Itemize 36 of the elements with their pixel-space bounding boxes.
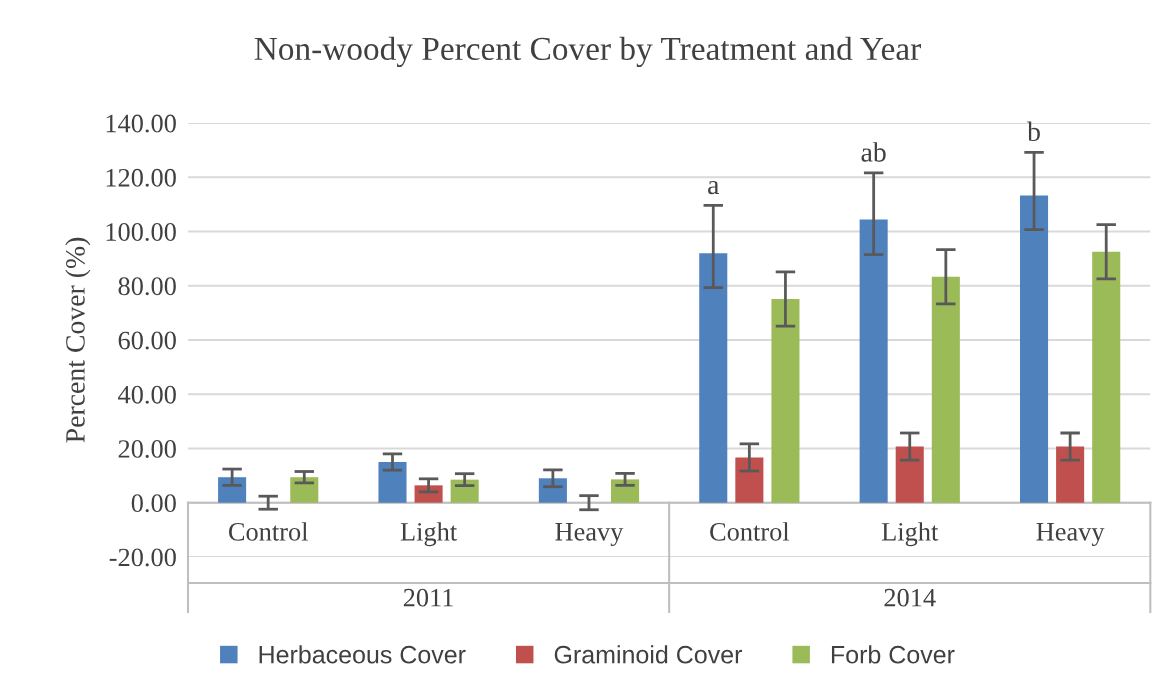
bar [1020,195,1049,503]
y-tick-label: 20.00 [118,440,176,458]
x-tick-label: Heavy [1036,523,1105,547]
bar [859,219,888,503]
bar [290,477,319,503]
text: 2014 [884,588,936,607]
x-tick-label: Control [228,522,308,541]
bar [895,446,924,503]
y-tick-label: 0.00 [131,494,176,513]
y-tick-label: 60.00 [118,331,176,350]
legend-label: Herbaceous Cover [259,645,466,664]
bar [931,276,960,503]
x-tick-label: Light [400,522,458,547]
y-tick-label: 100.00 [106,223,176,242]
data-label: b [1027,121,1040,142]
y-tick-label: 140.00 [106,114,176,133]
bar [1092,251,1121,503]
x-tick-label: Control [710,522,790,541]
data-label: ab [861,142,886,162]
bar [378,462,407,503]
legend-label: Forb Cover [831,645,955,664]
legend-label: Graminoid Cover [554,645,743,664]
y-tick-label: 40.00 [118,385,176,404]
text: 2011 [403,588,453,607]
bar [771,299,800,503]
x-tick-label: Light [881,522,939,547]
bar [1056,446,1085,503]
y-axis-title: Percent Cover (%) [65,237,91,443]
y-tick-label: 120.00 [106,168,176,187]
x-tick-label: Heavy [555,523,624,547]
bar [735,457,764,503]
data-label: a [708,180,720,195]
chart-title: Non-woody Percent Cover by Treatment and Year [254,36,921,67]
y-tick-label: -20.00 [109,548,176,567]
y-tick-label: 80.00 [118,277,176,296]
bar [699,253,728,503]
